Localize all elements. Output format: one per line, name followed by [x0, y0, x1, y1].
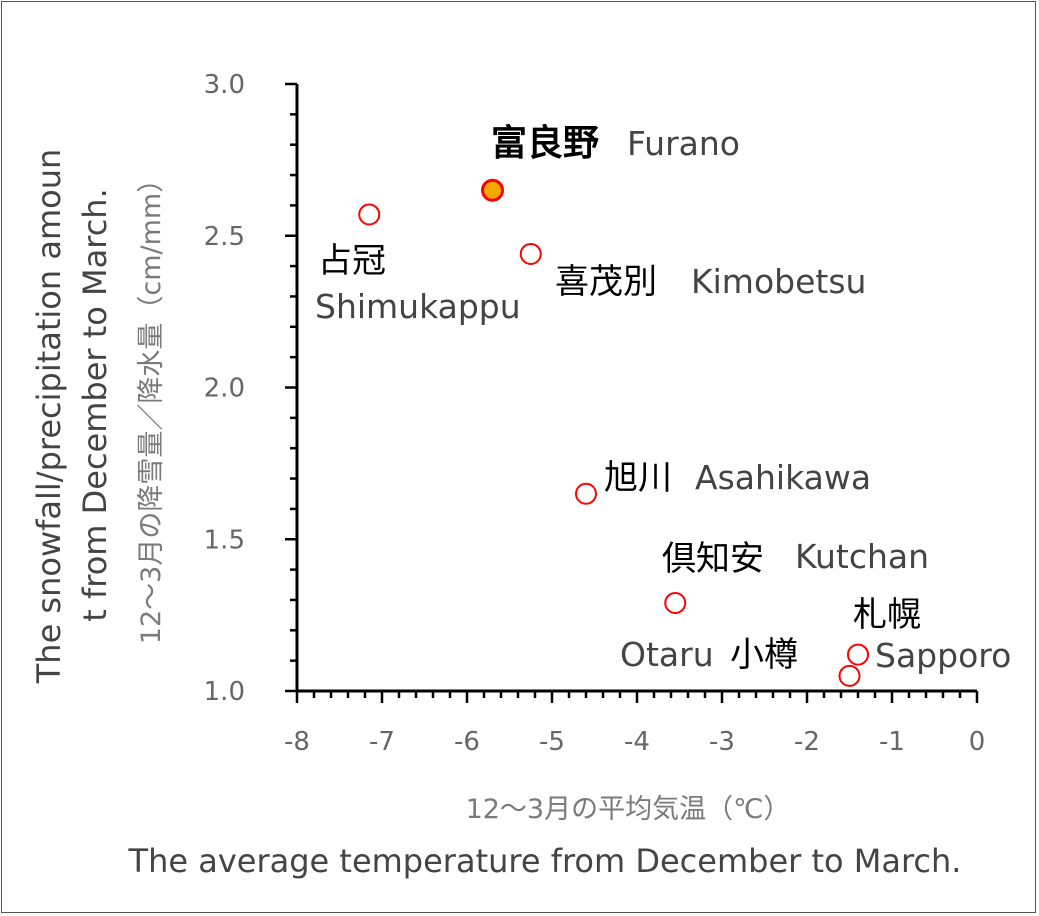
- point-label-en: Kutchan: [795, 537, 929, 576]
- x-tick-label: -3: [709, 727, 735, 757]
- x-axis-title-en: The average temperature from December to…: [128, 842, 962, 880]
- point-label-jp: 札幌: [853, 595, 921, 635]
- y-tick-label: 3.0: [204, 70, 245, 100]
- x-axis: -8 -7 -6 -5 -4 -3 -2 -1 0: [284, 689, 986, 757]
- point-labels: 富良野 Furano 占冠 Shimukappu 喜茂別 Kimobetsu 旭川 Asahi…: [315, 122, 1011, 675]
- point-label-jp: 旭川: [604, 458, 672, 498]
- y-tick-label: 2.5: [204, 222, 245, 252]
- data-point: [358, 203, 381, 226]
- x-tick-label: -6: [454, 727, 480, 757]
- point-label-en: Otaru: [620, 635, 714, 674]
- point-label-jp: 富良野: [491, 122, 599, 164]
- point-label-jp: 小樽: [730, 635, 798, 675]
- point-label-en: Shimukappu: [315, 287, 521, 326]
- point-label-jp: 倶知安: [662, 539, 764, 579]
- data-point-highlight: [481, 178, 504, 202]
- y-tick-label: 2.0: [204, 374, 245, 404]
- point-label-en: Sapporo: [875, 636, 1011, 675]
- data-point: [838, 664, 861, 687]
- x-axis-title-jp: 12～3月の平均気温（℃）: [466, 794, 791, 825]
- x-tick-label: -5: [539, 727, 565, 757]
- x-tick-label: -7: [369, 727, 395, 757]
- x-tick-label: -8: [284, 727, 310, 757]
- data-point: [575, 482, 597, 505]
- data-point: [847, 643, 869, 666]
- y-tick-label: 1.5: [204, 525, 245, 555]
- x-tick-label: -4: [624, 727, 650, 757]
- y-axis-title-en-line1: The snowfall/precipitation amoun: [30, 149, 68, 685]
- x-tick-label: -2: [794, 727, 820, 757]
- data-point: [519, 242, 542, 265]
- point-label-en: Kimobetsu: [691, 262, 866, 301]
- y-tick-label: 1.0: [204, 677, 245, 707]
- x-tick-label: 0: [969, 727, 986, 757]
- point-label-jp: 占冠: [318, 241, 386, 281]
- point-label-en: Asahikawa: [695, 458, 871, 497]
- point-label-en: Furano: [627, 124, 740, 163]
- y-axis: 3.0 2.5 2.0 1.5 1.0: [204, 70, 299, 707]
- data-points: [358, 178, 869, 687]
- x-tick-label: -1: [879, 727, 905, 757]
- y-axis-title-jp: 12～3月の降雪量／降水量（cm/mm）: [136, 166, 167, 644]
- data-point: [664, 591, 687, 614]
- y-axis-title-en-line2: t from December to March.: [76, 188, 114, 621]
- point-label-jp: 喜茂別: [555, 262, 657, 302]
